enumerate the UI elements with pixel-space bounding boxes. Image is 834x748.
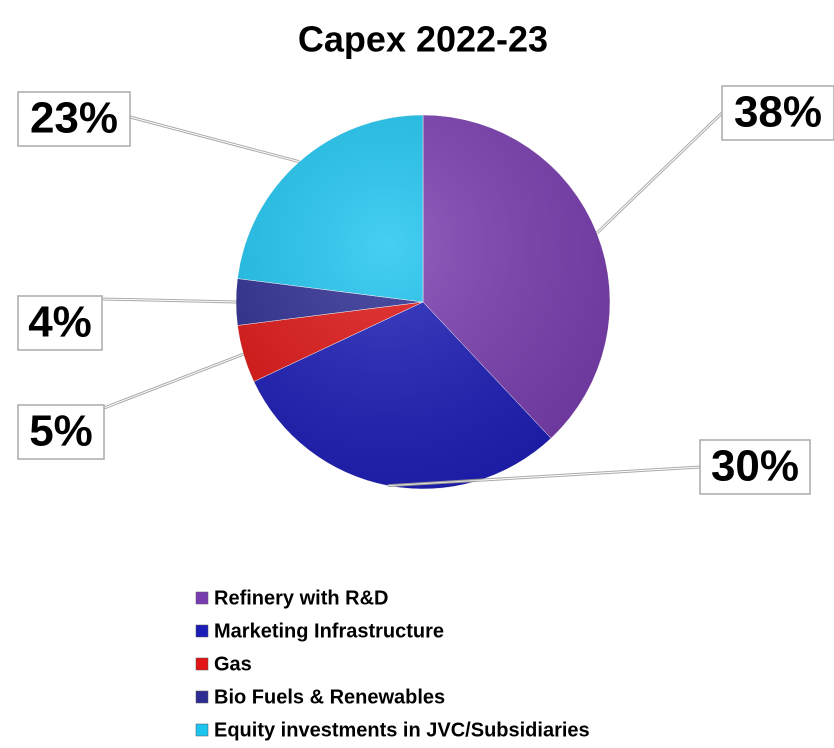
legend-label: Marketing Infrastructure (214, 620, 444, 642)
legend-label: Gas (214, 653, 252, 675)
legend-swatch (195, 723, 209, 737)
legend-label: Refinery with R&D (214, 587, 388, 609)
data-label: 23% (30, 94, 118, 143)
leader-line (129, 116, 300, 163)
chart-title: Capex 2022-23 (298, 19, 548, 60)
leader-line (596, 112, 723, 234)
label-box (17, 404, 105, 460)
legend-swatch (195, 657, 209, 671)
leader-line (101, 298, 237, 303)
label-box (721, 85, 834, 141)
data-label: 4% (28, 298, 92, 347)
pie-slice (237, 114, 424, 303)
data-label: 30% (711, 442, 799, 491)
leader-line (103, 353, 244, 409)
legend-label: Bio Fuels & Renewables (214, 686, 445, 708)
legend-label: Equity investments in JVC/Subsidiaries (214, 719, 590, 741)
data-label: 5% (29, 407, 93, 456)
label-box (17, 91, 131, 147)
label-box (699, 439, 811, 495)
legend-swatch (195, 690, 209, 704)
data-label: 38% (734, 88, 822, 137)
legend-swatch (195, 624, 209, 638)
label-box (17, 295, 103, 351)
legend-swatch (195, 591, 209, 605)
